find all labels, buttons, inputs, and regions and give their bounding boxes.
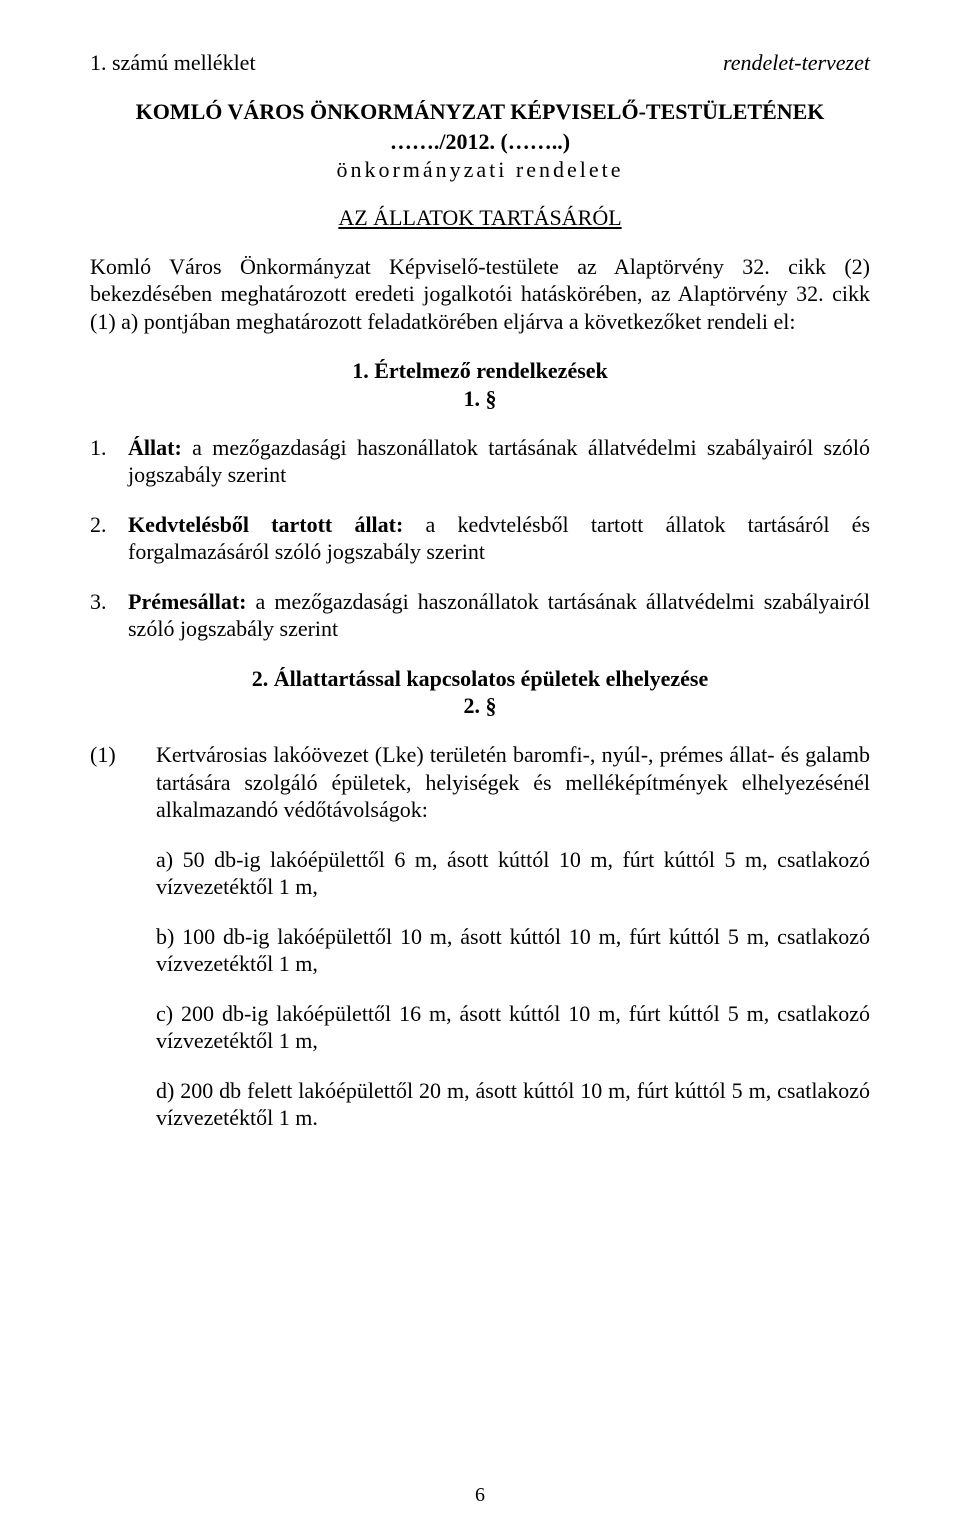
p1-marker: (1) bbox=[90, 741, 156, 824]
sub-a: a) 50 db-ig lakóépülettől 6 m, ásott kút… bbox=[156, 846, 870, 901]
document-page: 1. számú melléklet rendelet-tervezet KOM… bbox=[0, 0, 960, 1537]
def1-body: Állat: a mezőgazdasági haszonállatok tar… bbox=[128, 434, 870, 489]
def2-marker: 2. bbox=[90, 511, 128, 566]
p1-text: Kertvárosias lakóövezet (Lke) területén … bbox=[156, 741, 870, 824]
definition-3: 3. Prémesállat: a mezőgazdasági haszonál… bbox=[90, 588, 870, 643]
definition-1: 1. Állat: a mezőgazdasági haszonállatok … bbox=[90, 434, 870, 489]
def1-marker: 1. bbox=[90, 434, 128, 489]
definition-2: 2. Kedvtelésből tartott állat: a kedvtel… bbox=[90, 511, 870, 566]
header-right: rendelet-tervezet bbox=[723, 50, 870, 76]
page-number: 6 bbox=[0, 1484, 960, 1507]
title-sub: ……./2012. (……..) bbox=[90, 129, 870, 155]
def3-marker: 3. bbox=[90, 588, 128, 643]
title-spaced: önkormányzati rendelete bbox=[90, 157, 870, 183]
def3-label: Prémesállat: bbox=[128, 589, 247, 614]
section1-head: 1. Értelmező rendelkezések bbox=[90, 357, 870, 386]
section2-head: 2. Állattartással kapcsolatos épületek e… bbox=[90, 665, 870, 694]
header-row: 1. számú melléklet rendelet-tervezet bbox=[90, 50, 870, 76]
section1-num: 1. § bbox=[90, 386, 870, 412]
title-main: KOMLÓ VÁROS ÖNKORMÁNYZAT KÉPVISELŐ-TESTÜ… bbox=[90, 98, 870, 127]
sub-c: c) 200 db-ig lakóépülettől 16 m, ásott k… bbox=[156, 1000, 870, 1055]
def1-text: a mezőgazdasági haszonállatok tartásának… bbox=[128, 435, 870, 488]
paragraph-1: (1) Kertvárosias lakóövezet (Lke) terüle… bbox=[90, 741, 870, 824]
def1-label: Állat: bbox=[128, 435, 182, 460]
sub-d: d) 200 db felett lakóépülettől 20 m, áso… bbox=[156, 1077, 870, 1132]
def2-body: Kedvtelésből tartott állat: a kedvtelésb… bbox=[128, 511, 870, 566]
def2-label: Kedvtelésből tartott állat: bbox=[128, 512, 403, 537]
def3-body: Prémesállat: a mezőgazdasági haszonállat… bbox=[128, 588, 870, 643]
intro-paragraph: Komló Város Önkormányzat Képviselő-testü… bbox=[90, 253, 870, 336]
sub-b: b) 100 db-ig lakóépülettől 10 m, ásott k… bbox=[156, 923, 870, 978]
subtitle: AZ ÁLLATOK TARTÁSÁRÓL bbox=[90, 205, 870, 231]
header-left: 1. számú melléklet bbox=[90, 50, 256, 76]
section2-num: 2. § bbox=[90, 693, 870, 719]
